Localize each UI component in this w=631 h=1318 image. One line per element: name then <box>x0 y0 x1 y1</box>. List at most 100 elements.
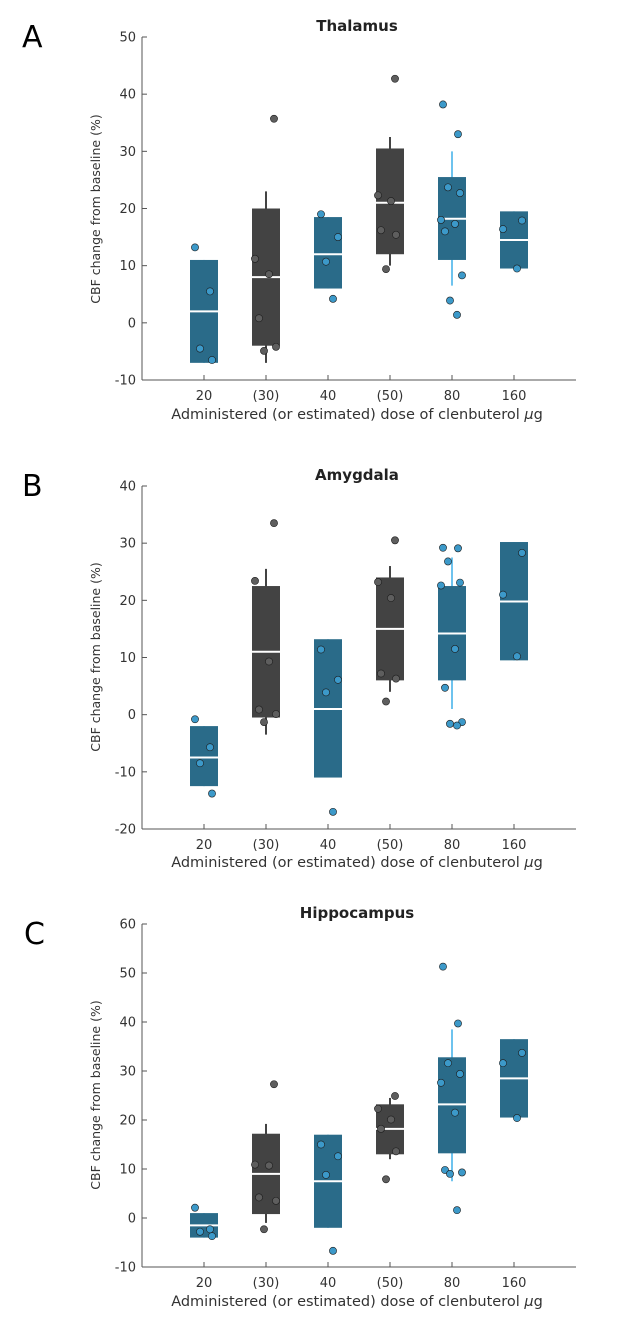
data-point <box>265 270 273 279</box>
data-point <box>196 1227 204 1236</box>
y-tick-label: 20 <box>119 1114 136 1129</box>
x-tick-label: (30) <box>253 838 280 853</box>
y-tick-label: 10 <box>119 259 136 274</box>
panel-a-thalamus: A Thalamus CBF change from baseline (%) … <box>22 17 576 423</box>
data-point <box>437 581 445 590</box>
data-point <box>334 233 342 241</box>
x-tick-label: 20 <box>196 1276 213 1291</box>
data-point <box>391 536 399 545</box>
x-tick-label: 20 <box>196 838 213 853</box>
data-point <box>441 683 449 692</box>
x-tick-label: 160 <box>502 389 527 404</box>
data-point <box>272 710 280 718</box>
data-point <box>377 1124 385 1133</box>
data-point <box>453 721 461 730</box>
data-point <box>456 578 464 587</box>
data-point <box>382 1175 390 1184</box>
data-point <box>456 189 464 197</box>
data-point <box>208 1232 216 1241</box>
x-tick-label: 160 <box>502 1276 527 1291</box>
data-point <box>451 645 459 653</box>
data-point <box>334 1152 342 1161</box>
data-point <box>272 1196 280 1205</box>
data-point <box>196 759 204 768</box>
data-point <box>374 191 382 200</box>
data-point <box>329 1246 337 1255</box>
data-point <box>439 543 447 552</box>
data-point <box>196 344 204 353</box>
data-point <box>513 1114 521 1122</box>
panel-c-title: Hippocampus <box>300 904 415 922</box>
data-point <box>260 346 268 355</box>
data-point <box>270 1080 278 1089</box>
data-point <box>322 1170 330 1179</box>
data-point <box>451 220 459 228</box>
data-point <box>270 114 278 123</box>
data-point <box>317 210 325 219</box>
data-point <box>206 287 214 296</box>
data-point <box>439 100 447 109</box>
data-point <box>453 1206 461 1215</box>
data-point <box>453 310 461 319</box>
panel-a-y-axis-label: CBF change from baseline (%) <box>88 114 103 303</box>
data-point <box>265 657 273 666</box>
x-tick-label: (30) <box>253 389 280 404</box>
data-point <box>206 1225 214 1234</box>
data-point <box>191 1203 199 1212</box>
data-point <box>499 1059 507 1068</box>
data-point <box>446 296 454 305</box>
y-tick-label: 40 <box>119 88 136 103</box>
data-point <box>270 519 278 528</box>
data-point <box>272 342 280 351</box>
data-point <box>317 1140 325 1149</box>
panel-b-amygdala: B Amygdala CBF change from baseline (%) … <box>22 466 576 871</box>
data-point <box>387 197 395 205</box>
data-point <box>255 1193 263 1202</box>
x-tick-label: (50) <box>377 838 404 853</box>
data-point <box>458 271 466 280</box>
data-point <box>454 130 462 139</box>
y-tick-label: -10 <box>115 765 136 780</box>
data-point <box>458 1168 466 1177</box>
data-point <box>513 652 521 661</box>
x-tick-label: 80 <box>444 838 461 853</box>
y-tick-label: 40 <box>119 1016 136 1031</box>
data-point <box>391 1092 399 1100</box>
y-tick-label: 10 <box>119 651 136 666</box>
x-tick-label: (30) <box>253 1276 280 1291</box>
data-point <box>374 578 382 586</box>
data-point <box>437 1078 445 1087</box>
data-point <box>191 715 199 724</box>
x-tick-label: (50) <box>377 389 404 404</box>
data-point <box>392 1147 400 1156</box>
data-point <box>392 674 400 683</box>
data-point <box>387 594 395 602</box>
x-tick-label: 40 <box>320 838 337 853</box>
y-tick-label: 0 <box>128 316 136 331</box>
data-point <box>208 356 216 364</box>
y-tick-label: 40 <box>119 480 136 495</box>
y-tick-label: 0 <box>128 708 136 723</box>
data-point <box>444 1059 452 1068</box>
y-tick-label: 60 <box>119 918 136 933</box>
data-point <box>499 590 507 599</box>
panel-c-hippocampus: C Hippocampus CBF change from baseline (… <box>24 904 576 1310</box>
data-point <box>454 544 462 553</box>
y-tick-label: -20 <box>115 823 136 838</box>
panel-b-y-axis-label: CBF change from baseline (%) <box>88 562 103 751</box>
x-tick-label: 80 <box>444 389 461 404</box>
y-tick-label: -10 <box>115 1261 136 1276</box>
data-point <box>451 1108 459 1117</box>
data-point <box>439 962 447 971</box>
data-point <box>518 1048 526 1057</box>
data-point <box>374 1104 382 1113</box>
data-point <box>377 226 385 235</box>
data-point <box>446 1170 454 1178</box>
x-tick-label: 160 <box>502 838 527 853</box>
data-point <box>387 1115 395 1124</box>
data-point <box>260 1225 268 1234</box>
panel-b-x-axis-label: Administered (or estimated) dose of clen… <box>171 855 543 871</box>
data-point <box>444 183 452 192</box>
data-point <box>513 264 521 273</box>
